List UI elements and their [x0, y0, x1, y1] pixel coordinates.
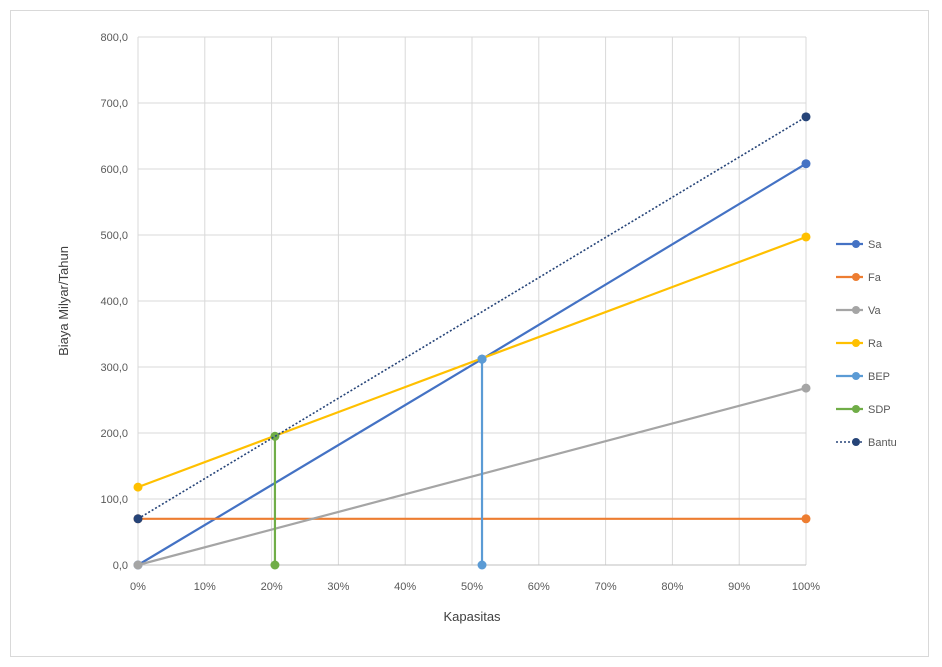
data-point-fa — [801, 514, 811, 524]
legend-label-fa: Fa — [868, 272, 882, 284]
x-tick-label: 20% — [261, 581, 283, 593]
tick-labels: 0,0 100,0 200,0 300,0 400,0 500,0 600,0 700,0 80… — [100, 32, 820, 593]
data-point-bantu — [133, 514, 143, 524]
data-point-bantu — [801, 112, 811, 122]
y-tick-label: 500,0 — [100, 230, 128, 242]
x-axis-title: Kapasitas — [443, 609, 501, 624]
y-tick-label: 800,0 — [100, 32, 128, 44]
legend-label-ra: Ra — [868, 338, 883, 350]
legend-marker-bep — [852, 372, 860, 380]
data-point-bep — [477, 560, 487, 570]
x-tick-label: 30% — [327, 581, 349, 593]
x-tick-label: 10% — [194, 581, 216, 593]
y-tick-label: 100,0 — [100, 494, 128, 506]
series-lines — [133, 112, 811, 570]
data-point-sdp — [270, 560, 280, 570]
legend-label-sdp: SDP — [868, 404, 891, 416]
series-line-bantu — [137, 116, 807, 520]
x-tick-label: 0% — [130, 581, 146, 593]
y-tick-label: 600,0 — [100, 164, 128, 176]
legend-marker-fa — [852, 273, 860, 281]
y-tick-label: 0,0 — [113, 560, 128, 572]
y-tick-label: 200,0 — [100, 428, 128, 440]
y-tick-label: 700,0 — [100, 98, 128, 110]
data-point-ra — [801, 232, 811, 242]
data-point-va — [801, 383, 811, 393]
x-tick-label: 90% — [728, 581, 750, 593]
legend-label-bep: BEP — [868, 371, 890, 383]
x-tick-label: 70% — [595, 581, 617, 593]
x-tick-label: 60% — [528, 581, 550, 593]
legend-marker-va — [852, 306, 860, 314]
x-tick-label: 80% — [661, 581, 683, 593]
data-point-sa — [801, 159, 811, 169]
data-point-sdp — [270, 431, 280, 441]
data-point-va — [133, 560, 143, 570]
grid-lines — [137, 36, 807, 566]
legend-marker-ra — [852, 339, 860, 347]
series-line-va — [137, 387, 807, 567]
y-axis-title: Biaya Milyar/Tahun — [56, 246, 71, 356]
legend-marker-bantu — [852, 438, 860, 446]
legend: Sa Fa Va Ra BEP SDP Bantu — [836, 239, 897, 449]
y-tick-label: 300,0 — [100, 362, 128, 374]
legend-label-sa: Sa — [868, 239, 882, 251]
x-tick-label: 100% — [792, 581, 820, 593]
legend-marker-sa — [852, 240, 860, 248]
data-point-bep — [477, 354, 487, 364]
legend-label-va: Va — [868, 305, 882, 317]
y-tick-label: 400,0 — [100, 296, 128, 308]
legend-marker-sdp — [852, 405, 860, 413]
data-point-ra — [133, 482, 143, 492]
series-line-ra — [137, 235, 807, 489]
x-tick-label: 50% — [461, 581, 483, 593]
legend-label-bantu: Bantu — [868, 437, 897, 449]
x-tick-label: 40% — [394, 581, 416, 593]
